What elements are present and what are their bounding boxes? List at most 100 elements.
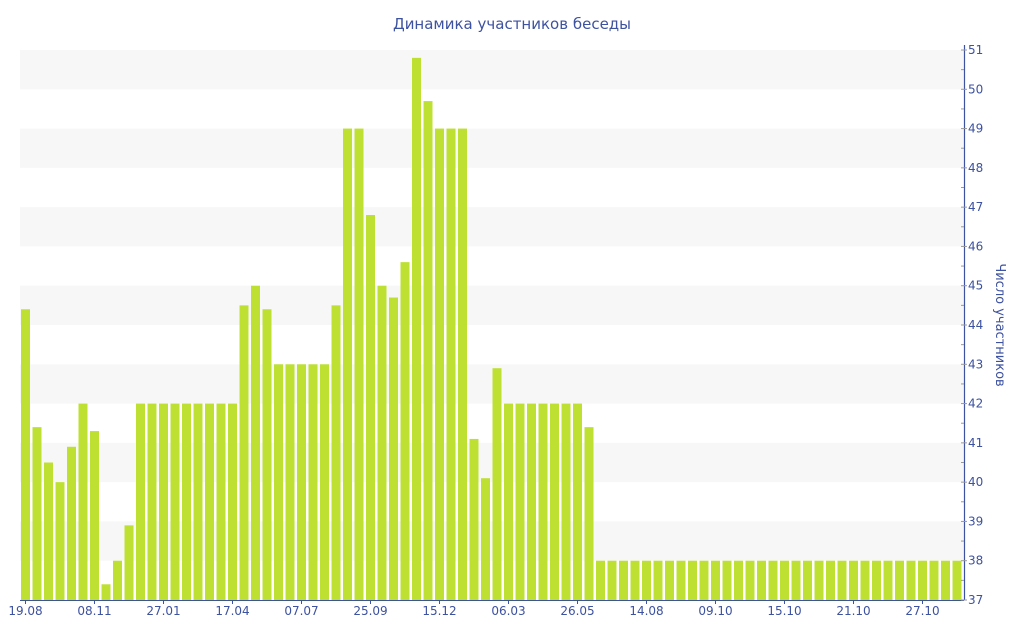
x-tick-label: 07.07 xyxy=(284,604,318,618)
bar xyxy=(228,403,237,600)
bar xyxy=(423,101,433,601)
y-tick-label: 42 xyxy=(968,397,983,411)
bar xyxy=(837,560,847,600)
bar xyxy=(550,403,559,600)
x-tick-label: 26.05 xyxy=(560,604,594,618)
bar xyxy=(446,128,456,601)
grid-band xyxy=(20,285,964,325)
bar xyxy=(630,560,640,600)
bar xyxy=(665,560,674,600)
bar xyxy=(193,403,203,600)
bar xyxy=(757,560,766,600)
y-tick-label: 47 xyxy=(968,200,983,214)
bar xyxy=(262,309,272,600)
y-tick-label: 38 xyxy=(968,554,983,568)
chart-title: Динамика участников беседы xyxy=(393,15,631,33)
bar xyxy=(458,128,467,601)
bar xyxy=(239,305,249,600)
bar xyxy=(101,584,111,600)
y-tick-label: 44 xyxy=(968,318,983,332)
bar xyxy=(918,560,927,600)
bar xyxy=(584,427,594,600)
bar xyxy=(21,309,30,600)
x-tick-label: 27.01 xyxy=(146,604,180,618)
bar xyxy=(481,478,490,600)
bar xyxy=(745,560,755,600)
x-tick-label: 14.08 xyxy=(629,604,663,618)
bar xyxy=(826,560,835,600)
bar xyxy=(527,403,536,600)
y-axis-label: Число участников xyxy=(992,263,1007,386)
bar xyxy=(791,560,801,600)
bar xyxy=(952,560,962,600)
bar xyxy=(343,128,352,601)
x-tick-label: 19.08 xyxy=(8,604,42,618)
bar xyxy=(251,285,260,600)
bar xyxy=(182,403,191,600)
bar xyxy=(768,560,778,600)
grid-band xyxy=(20,207,964,247)
bar xyxy=(136,403,145,600)
y-tick-label: 50 xyxy=(968,82,983,96)
bar xyxy=(780,560,789,600)
bar xyxy=(803,560,812,600)
bar xyxy=(285,364,295,600)
bar xyxy=(619,560,628,600)
y-tick-label: 48 xyxy=(968,161,983,175)
bar xyxy=(389,297,398,600)
x-tick-label: 15.10 xyxy=(767,604,801,618)
bar xyxy=(90,431,99,600)
x-tick-label: 17.04 xyxy=(215,604,249,618)
bar xyxy=(573,403,582,600)
y-tick-label: 45 xyxy=(968,279,983,293)
bar xyxy=(377,285,387,600)
x-tick-label: 06.03 xyxy=(491,604,525,618)
bar xyxy=(561,403,571,600)
bar xyxy=(170,403,180,600)
bar xyxy=(274,364,283,600)
bar xyxy=(113,560,122,600)
bar xyxy=(699,560,709,600)
y-tick-label: 37 xyxy=(968,593,983,607)
bar xyxy=(538,403,548,600)
bar xyxy=(722,560,732,600)
bar xyxy=(147,403,157,600)
y-tick-label: 43 xyxy=(968,357,983,371)
bar xyxy=(895,560,904,600)
y-tick-label: 46 xyxy=(968,239,983,253)
bar xyxy=(469,438,479,600)
x-tick-label: 25.09 xyxy=(353,604,387,618)
bar xyxy=(883,560,893,600)
bar xyxy=(596,560,605,600)
bar xyxy=(734,560,743,600)
bar xyxy=(492,368,502,600)
x-tick-label: 21.10 xyxy=(836,604,870,618)
bar xyxy=(320,364,329,600)
y-tick-label: 51 xyxy=(968,43,983,57)
bar xyxy=(515,403,525,600)
y-tick-label: 39 xyxy=(968,514,983,528)
bar xyxy=(653,560,663,600)
x-tick-label: 09.10 xyxy=(698,604,732,618)
bar xyxy=(872,560,881,600)
bar xyxy=(366,215,375,600)
bar xyxy=(412,57,421,601)
bar xyxy=(297,364,306,600)
bar xyxy=(205,403,214,600)
y-tick-label: 41 xyxy=(968,436,983,450)
y-tick-label: 49 xyxy=(968,122,983,136)
bar xyxy=(44,462,53,600)
bar xyxy=(642,560,651,600)
grid-band xyxy=(20,50,964,90)
bar xyxy=(159,403,168,600)
grid-band xyxy=(20,364,964,404)
bar xyxy=(607,560,617,600)
bar xyxy=(331,305,341,600)
bar xyxy=(941,560,950,600)
bar xyxy=(78,403,88,600)
bar xyxy=(711,560,720,600)
bar xyxy=(55,482,65,600)
bar xyxy=(814,560,824,600)
y-tick-label: 40 xyxy=(968,475,983,489)
